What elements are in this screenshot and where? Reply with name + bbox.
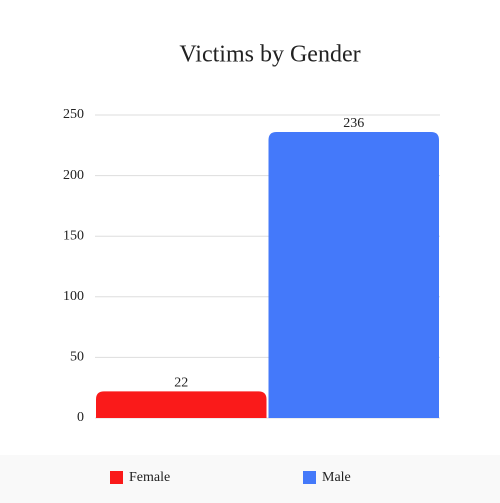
legend-label: Female xyxy=(129,470,170,485)
bar xyxy=(96,391,267,418)
bar xyxy=(268,131,439,418)
legend-swatch xyxy=(110,471,123,484)
y-tick-label: 100 xyxy=(63,289,84,304)
legend-swatch xyxy=(303,471,316,484)
y-tick-label: 200 xyxy=(63,168,84,183)
y-tick-label: 0 xyxy=(77,410,84,425)
y-tick-label: 50 xyxy=(70,350,84,365)
legend-label: Male xyxy=(322,470,351,485)
chart-title: Victims by Gender xyxy=(179,42,360,68)
data-label: 22 xyxy=(174,376,188,391)
y-tick-label: 150 xyxy=(63,228,84,243)
legend-background xyxy=(0,455,500,503)
y-tick-label: 250 xyxy=(63,107,84,122)
data-label: 236 xyxy=(343,116,364,131)
